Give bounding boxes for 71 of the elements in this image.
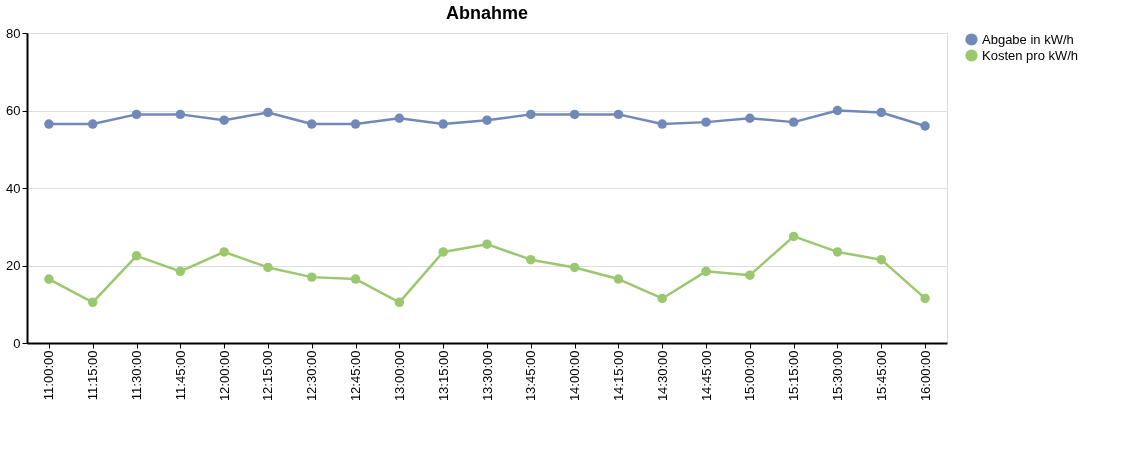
x-tick-label: 13:00:00 bbox=[391, 350, 407, 402]
point bbox=[131, 251, 142, 261]
point bbox=[657, 293, 667, 304]
x-tick-label: 11:30:00 bbox=[129, 350, 145, 401]
x-tick-label: 12:45:00 bbox=[348, 350, 364, 402]
point bbox=[263, 262, 273, 273]
point bbox=[876, 254, 887, 265]
point bbox=[438, 119, 448, 129]
x-tick-label: 14:15:00 bbox=[610, 350, 626, 402]
point bbox=[219, 247, 229, 257]
x-tick-label: 11:15:00 bbox=[85, 350, 101, 401]
y-tick-label: 20 bbox=[6, 258, 21, 273]
point bbox=[482, 239, 492, 249]
point bbox=[920, 121, 930, 131]
x-tick-label: 15:30:00 bbox=[829, 350, 845, 402]
x-tick-label: 13:15:00 bbox=[435, 350, 451, 402]
x-tick-label: 14:30:00 bbox=[654, 350, 670, 402]
point bbox=[307, 119, 317, 129]
point bbox=[350, 119, 361, 129]
point bbox=[526, 109, 536, 120]
x-tick-label: 12:00:00 bbox=[216, 350, 232, 402]
point bbox=[788, 117, 799, 127]
point bbox=[701, 266, 711, 277]
point bbox=[131, 109, 142, 120]
point bbox=[219, 115, 229, 125]
x-tick-label: 15:45:00 bbox=[873, 350, 889, 402]
point bbox=[526, 254, 536, 265]
y-tick-label: 0 bbox=[13, 335, 21, 351]
point bbox=[394, 113, 405, 123]
point bbox=[438, 247, 448, 257]
point bbox=[263, 107, 273, 118]
chart-title: Abnahme bbox=[445, 3, 529, 23]
x-tick-label: 11:00:00 bbox=[41, 350, 57, 401]
point bbox=[613, 109, 624, 120]
x-tick-label: 15:00:00 bbox=[742, 350, 758, 402]
x-tick-label: 12:15:00 bbox=[260, 350, 276, 402]
point bbox=[745, 270, 755, 280]
x-tick-label: 16:00:00 bbox=[917, 350, 933, 402]
y-tick-label: 80 bbox=[6, 25, 21, 41]
point bbox=[701, 117, 711, 127]
point bbox=[175, 109, 186, 120]
point bbox=[350, 274, 361, 284]
x-tick-label: 14:45:00 bbox=[698, 350, 714, 402]
point bbox=[44, 274, 54, 284]
point bbox=[307, 272, 317, 282]
x-tick-label: 13:30:00 bbox=[479, 350, 495, 402]
point bbox=[832, 105, 843, 116]
point bbox=[788, 231, 799, 242]
point bbox=[569, 109, 580, 120]
x-tick-label: 11:45:00 bbox=[172, 350, 188, 401]
point bbox=[394, 297, 405, 308]
x-tick-label: 15:15:00 bbox=[786, 350, 802, 402]
point bbox=[175, 266, 186, 277]
point bbox=[832, 247, 843, 257]
x-tick-label: 13:45:00 bbox=[523, 350, 539, 402]
point bbox=[920, 293, 930, 304]
point bbox=[876, 107, 887, 118]
point bbox=[657, 119, 667, 129]
point bbox=[87, 297, 98, 308]
legend-label: Kosten pro kW/h bbox=[982, 47, 1079, 63]
point bbox=[482, 115, 492, 125]
legend-label: Abgabe in kW/h bbox=[982, 31, 1074, 47]
point bbox=[87, 119, 98, 129]
y-tick-label: 40 bbox=[6, 180, 21, 196]
point bbox=[44, 119, 54, 129]
x-tick-label: 14:00:00 bbox=[567, 350, 583, 402]
x-tick-label: 12:30:00 bbox=[304, 350, 320, 402]
point bbox=[569, 262, 580, 273]
point bbox=[745, 113, 755, 123]
point bbox=[613, 274, 624, 284]
y-tick-label: 60 bbox=[6, 103, 21, 118]
